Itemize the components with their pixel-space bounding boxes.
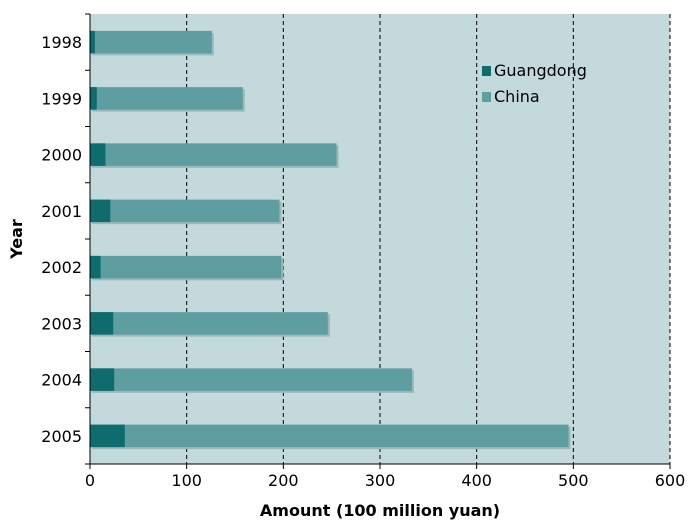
bar-guangdong-1999 <box>90 87 97 110</box>
bar-china-2005 <box>90 424 569 448</box>
x-axis-title: Amount (100 million yuan) <box>260 501 500 520</box>
y-tick-label: 1999 <box>41 89 82 108</box>
bar-china-2004 <box>90 368 412 391</box>
bar-china-2000 <box>90 143 337 166</box>
bar-china-1999 <box>90 87 243 110</box>
x-tick-label: 400 <box>461 471 492 490</box>
bar-china-2002 <box>90 255 282 279</box>
bar-guangdong-2002 <box>90 255 101 279</box>
tick-labels: 0 100 200 300 400 500 600 1998 1999 2000 2001 2002 2… <box>41 33 685 490</box>
y-tick-label: 2003 <box>41 314 82 333</box>
y-tick-label: 2001 <box>41 202 82 221</box>
x-tick-label: 0 <box>85 471 95 490</box>
bar-china-2001 <box>90 199 280 223</box>
y-tick-label: 2004 <box>41 371 82 390</box>
y-tick-label: 1998 <box>41 33 82 52</box>
bar-china-1998 <box>90 30 212 54</box>
legend-swatch-guangdong <box>482 66 491 76</box>
bar-guangdong-1998 <box>90 30 95 54</box>
legend-label-guangdong: Guangdong <box>494 61 587 80</box>
y-axis-title: Year <box>7 219 26 260</box>
bar-guangdong-2004 <box>90 368 115 391</box>
x-tick-label: 100 <box>171 471 202 490</box>
legend: Guangdong China <box>482 61 587 106</box>
bar-guangdong-2000 <box>90 143 106 166</box>
axes <box>85 13 671 469</box>
y-tick-label: 2000 <box>41 146 82 165</box>
x-tick-label: 300 <box>365 471 396 490</box>
bars <box>90 30 571 450</box>
bar-guangdong-2001 <box>90 199 111 223</box>
bar-china-2003 <box>90 312 328 335</box>
legend-label-china: China <box>494 87 540 106</box>
bar-guangdong-2003 <box>90 312 114 335</box>
x-tick-label: 200 <box>268 471 299 490</box>
x-tick-label: 500 <box>558 471 589 490</box>
y-tick-label: 2005 <box>41 427 82 446</box>
x-tick-label: 600 <box>655 471 686 490</box>
bar-guangdong-2005 <box>90 424 125 448</box>
legend-swatch-china <box>482 92 491 102</box>
y-tick-label: 2002 <box>41 258 82 277</box>
